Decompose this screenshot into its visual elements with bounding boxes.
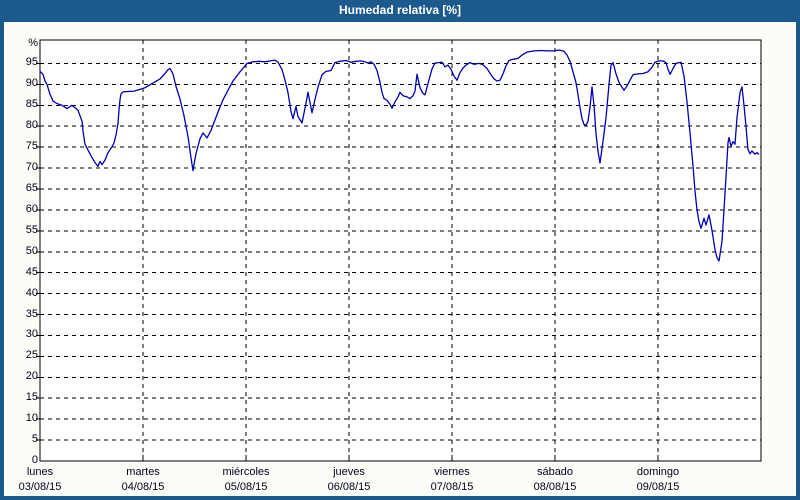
chart-area: % 95 90 85 80 75 70 65 60 55 50 45 40 35 30 25 20 15 10 5 0 l… — [4, 22, 796, 496]
y-tick-label-35: 35 — [25, 307, 38, 320]
y-tick-label-15: 15 — [25, 391, 38, 404]
y-tick-label-20: 20 — [25, 370, 38, 383]
y-tick-label-55: 55 — [25, 223, 38, 236]
y-tick-label-65: 65 — [25, 181, 38, 194]
plot-border — [39, 39, 762, 462]
x-day-label-1: martes — [126, 466, 160, 478]
y-tick-label-10: 10 — [25, 412, 38, 425]
window-titlebar: Humedad relativa [%] — [0, 0, 800, 22]
y-tick-label-40: 40 — [25, 286, 38, 299]
x-day-label-6: domingo — [636, 466, 680, 478]
y-tick-label-45: 45 — [25, 265, 38, 278]
x-date-label-5: 08/08/15 — [533, 481, 577, 493]
y-tick-label-85: 85 — [25, 98, 38, 111]
x-day-label-4: viernes — [434, 466, 470, 478]
y-tick-label-95: 95 — [25, 56, 38, 69]
x-date-label-0: 03/08/15 — [18, 481, 62, 493]
x-date-label-2: 05/08/15 — [224, 481, 268, 493]
x-date-label-4: 07/08/15 — [430, 481, 474, 493]
x-day-label-0: lunes — [26, 466, 54, 478]
y-tick-label-30: 30 — [25, 328, 38, 341]
window-title: Humedad relativa [%] — [338, 3, 462, 17]
x-date-label-1: 04/08/15 — [121, 481, 165, 493]
x-date-label-3: 06/08/15 — [327, 481, 371, 493]
y-tick-label-50: 50 — [25, 244, 38, 257]
y-tick-label-70: 70 — [25, 161, 38, 174]
y-tick-label-5: 5 — [31, 433, 38, 446]
x-day-label-3: jueves — [333, 466, 365, 478]
y-tick-label-90: 90 — [25, 77, 38, 90]
y-tick-label-80: 80 — [25, 119, 38, 132]
x-day-label-2: miércoles — [222, 466, 270, 478]
y-tick-label-75: 75 — [25, 140, 38, 153]
y-tick-label-25: 25 — [25, 349, 38, 362]
x-day-label-5: sábado — [536, 466, 574, 478]
y-axis-unit-label: % — [28, 37, 38, 49]
humidity-series-line — [39, 49, 760, 262]
y-tick-label-0: 0 — [31, 454, 38, 466]
humidity-line-chart — [36, 39, 762, 462]
x-date-label-6: 09/08/15 — [636, 481, 680, 493]
y-tick-label-60: 60 — [25, 202, 38, 215]
